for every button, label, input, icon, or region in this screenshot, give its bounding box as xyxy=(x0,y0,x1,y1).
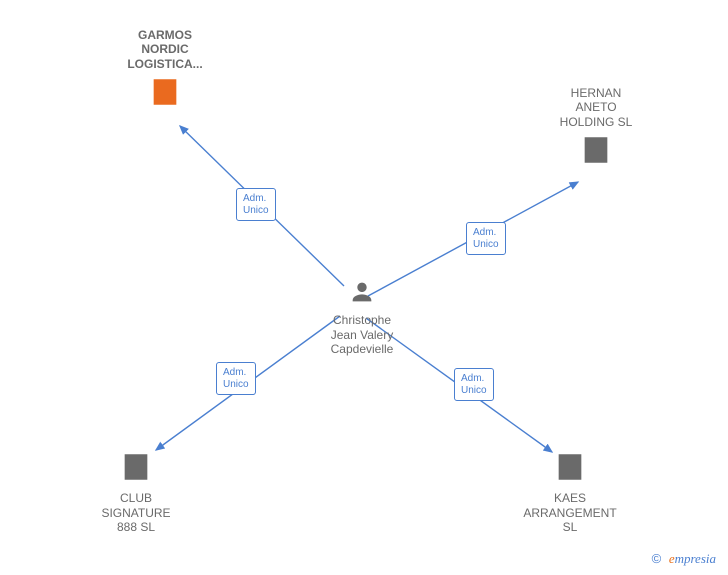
company-label-line: HOLDING SL xyxy=(546,115,646,129)
company-label-line: LOGISTICA... xyxy=(111,57,219,71)
company-label: CLUB SIGNATURE 888 SL xyxy=(86,491,186,534)
company-label-line: SIGNATURE xyxy=(86,506,186,520)
company-label-line: ANETO xyxy=(546,100,646,114)
person-label-line: Capdevielle xyxy=(322,342,402,356)
node-person-label: Christophe Jean Valery Capdevielle xyxy=(322,313,402,356)
building-icon xyxy=(579,133,613,167)
brand-rest: mpresia xyxy=(675,551,716,566)
person-icon xyxy=(348,278,376,306)
company-label-line: HERNAN xyxy=(546,86,646,100)
edge-label-garmos: Adm. Unico xyxy=(236,188,276,221)
edge-label-club: Adm. Unico xyxy=(216,362,256,395)
person-label-line: Christophe xyxy=(322,313,402,327)
node-company-garmos[interactable]: GARMOS NORDIC LOGISTICA... xyxy=(111,24,219,113)
node-company-hernan[interactable]: HERNAN ANETO HOLDING SL xyxy=(546,82,646,171)
node-person[interactable]: Christophe Jean Valery Capdevielle xyxy=(322,278,402,357)
company-label-line: KAES xyxy=(510,491,630,505)
network-diagram: { "type": "network", "canvas": { "width"… xyxy=(0,0,728,575)
company-label: KAES ARRANGEMENT SL xyxy=(510,491,630,534)
building-icon xyxy=(148,75,182,109)
company-label-line: NORDIC xyxy=(111,42,219,56)
company-label-line: ARRANGEMENT xyxy=(510,506,630,520)
company-label-line: 888 SL xyxy=(86,520,186,534)
company-label: GARMOS NORDIC LOGISTICA... xyxy=(111,28,219,71)
watermark: © empresia xyxy=(652,551,716,567)
edge-label-kaes: Adm. Unico xyxy=(454,368,494,401)
copyright-symbol: © xyxy=(652,551,662,566)
company-label: HERNAN ANETO HOLDING SL xyxy=(546,86,646,129)
edge-label-hernan: Adm. Unico xyxy=(466,222,506,255)
building-icon xyxy=(553,450,587,484)
node-company-club[interactable]: CLUB SIGNATURE 888 SL xyxy=(86,450,186,535)
building-icon xyxy=(119,450,153,484)
company-label-line: CLUB xyxy=(86,491,186,505)
node-company-kaes[interactable]: KAES ARRANGEMENT SL xyxy=(510,450,630,535)
person-label-line: Jean Valery xyxy=(322,328,402,342)
company-label-line: SL xyxy=(510,520,630,534)
company-label-line: GARMOS xyxy=(111,28,219,42)
